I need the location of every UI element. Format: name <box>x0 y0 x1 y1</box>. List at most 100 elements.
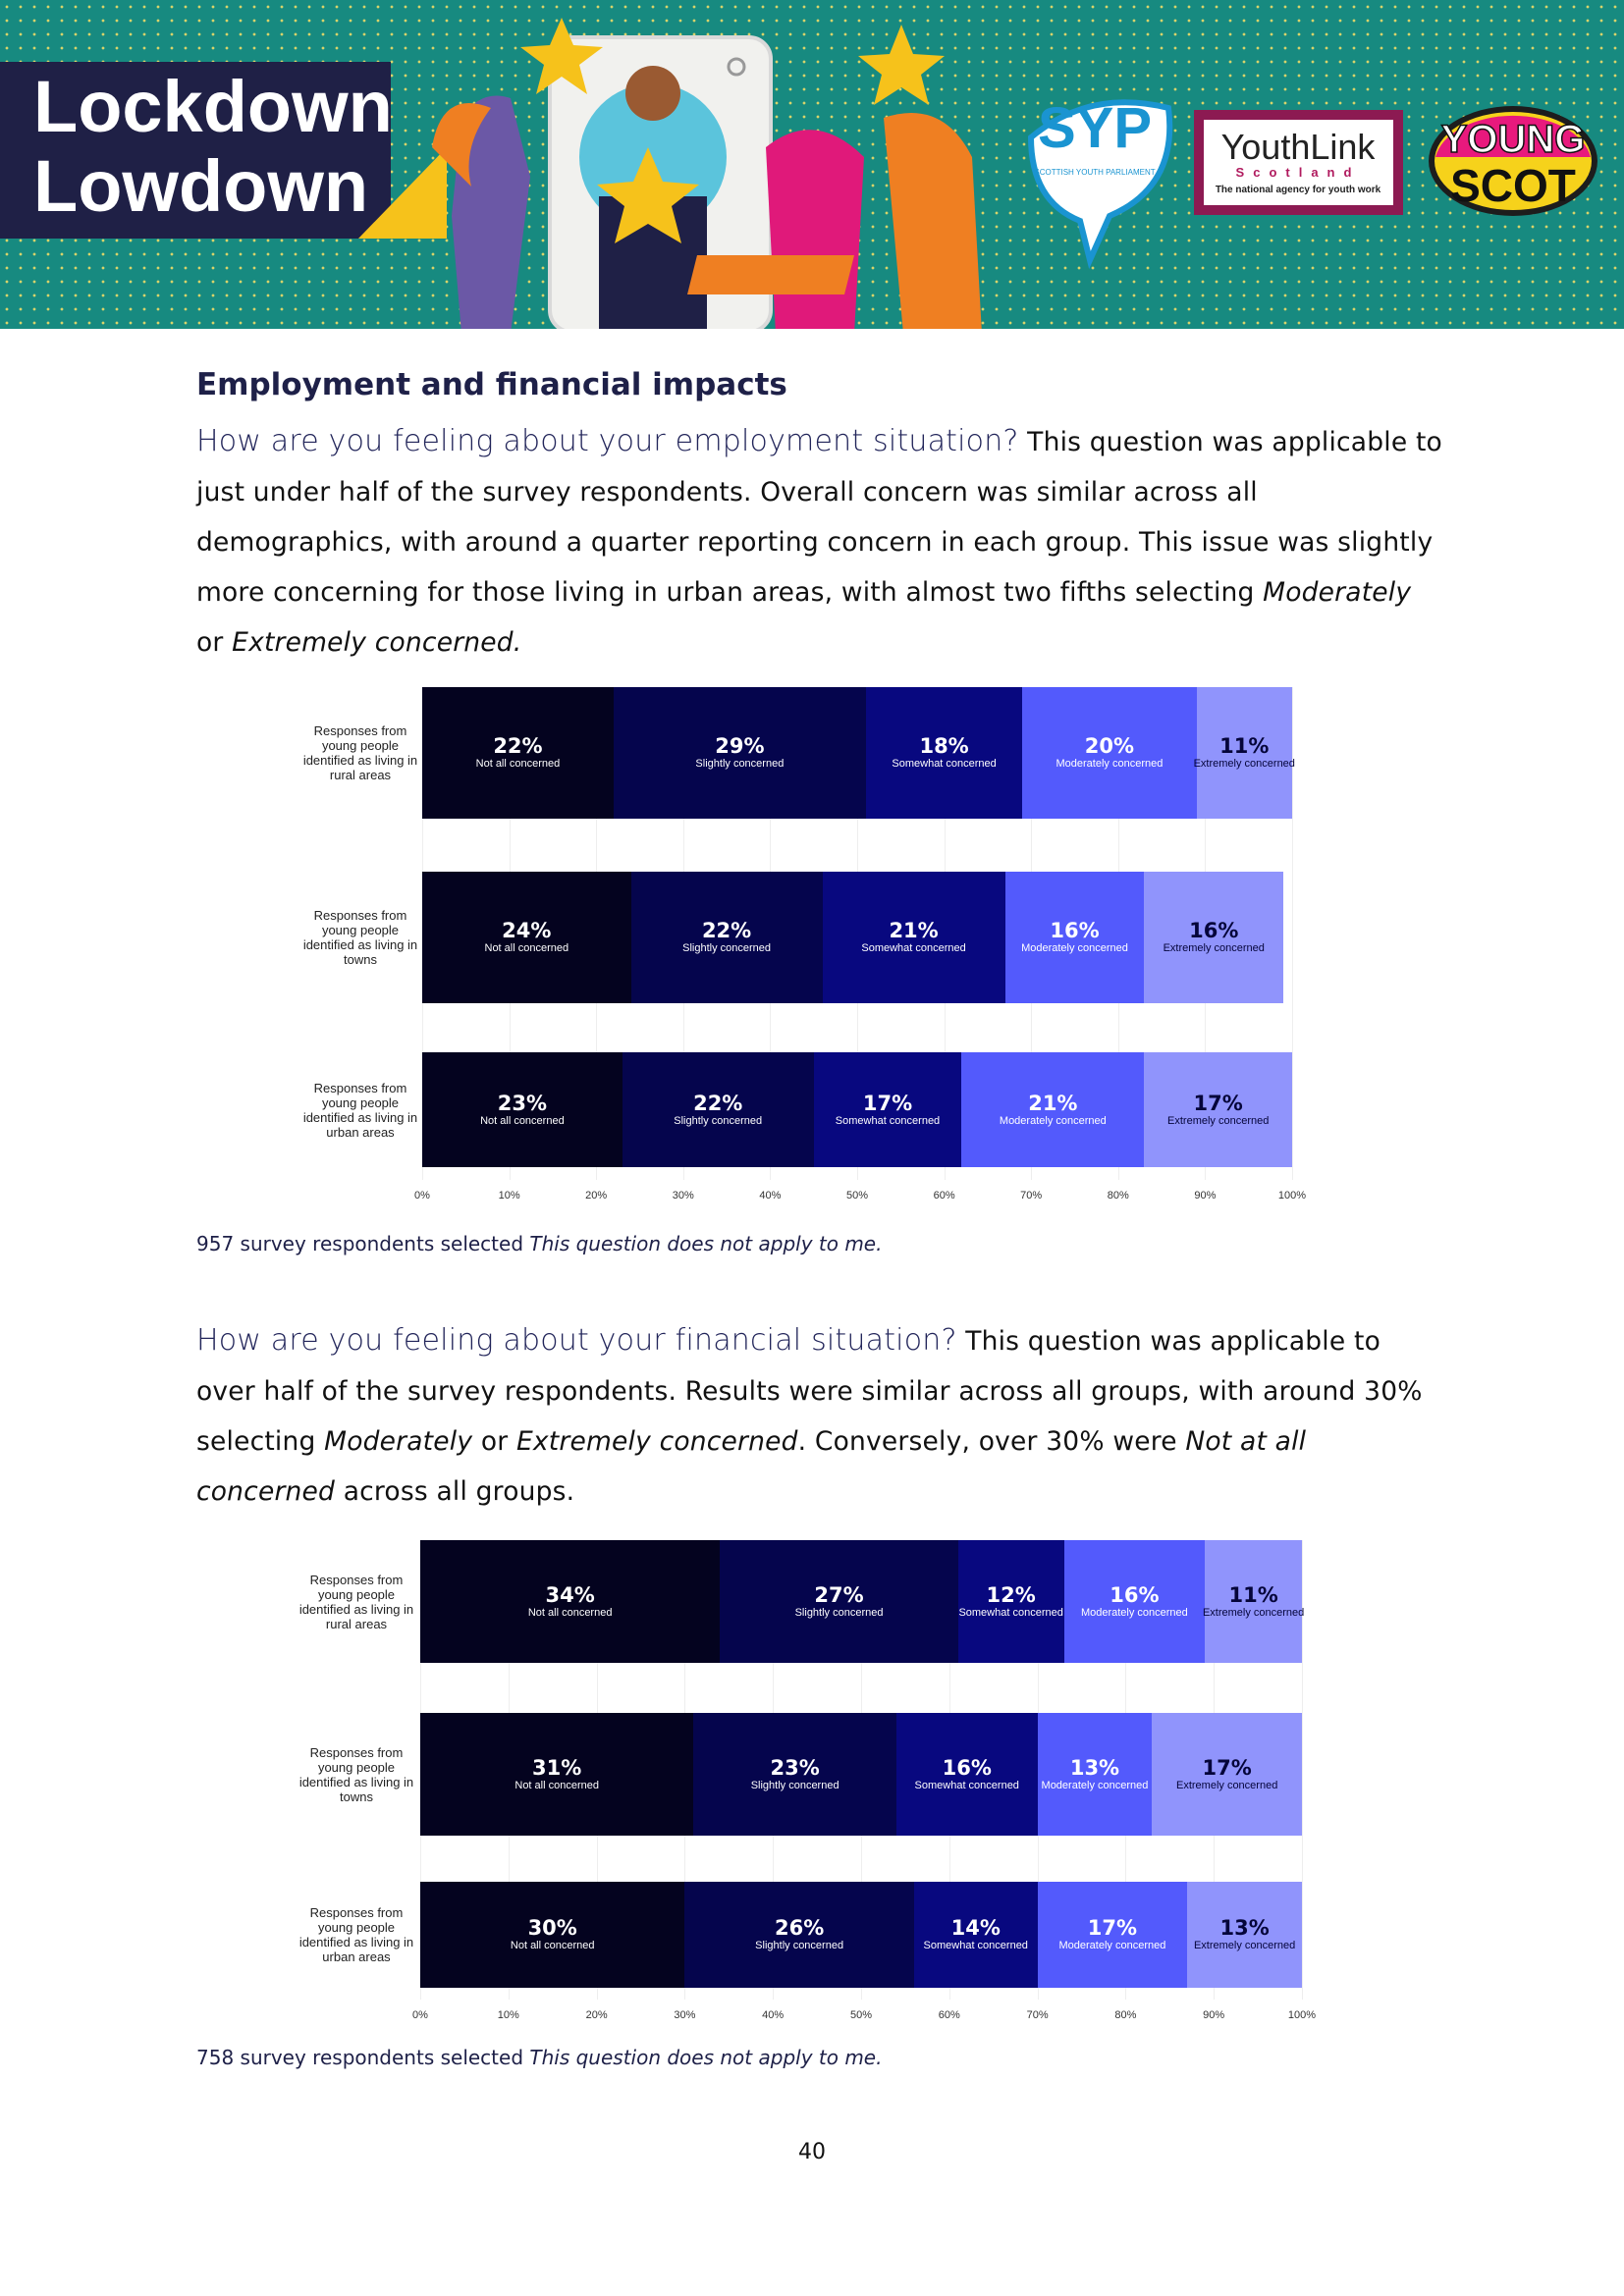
x-tick-label: 80% <box>1107 1190 1129 1201</box>
logo-text: SCOTTISH YOUTH PARLIAMENT <box>1034 168 1155 177</box>
star <box>858 25 945 105</box>
text-run: Not at all concerned <box>196 1426 1307 1507</box>
text-run: across all groups. <box>335 1476 575 1507</box>
data-label: 11% <box>1219 734 1270 758</box>
bar-segment: 17% Somewhat concerned <box>813 1052 962 1167</box>
segment-name: Somewhat concerned <box>923 1940 1028 1951</box>
x-tick-label: 70% <box>1026 2009 1049 2021</box>
bar-segment: 34% Not all concerned <box>420 1540 721 1663</box>
x-tick-label: 50% <box>845 1190 869 1201</box>
segment-name: Not all concerned <box>480 1114 565 1127</box>
text-run: How are you feeling about your employmen… <box>196 424 1019 458</box>
text-run: How are you feeling about your financial… <box>196 1323 957 1358</box>
segment-name: Extremely concerned <box>1167 1114 1270 1127</box>
bar-segment: 20% Moderately concerned <box>1022 687 1197 819</box>
segment-name: Moderately concerned <box>1080 1606 1188 1619</box>
yellow-triangle <box>358 147 447 239</box>
segment-name: Moderately concerned <box>1021 942 1128 954</box>
x-tick-label: 80% <box>1114 2009 1137 2021</box>
data-label: 31% <box>532 1755 582 1780</box>
chart: 0% 10% 20% 30% 40% 50% 60% 70% 80% 90% 100% Respons… <box>299 1540 1316 2029</box>
data-label: 16% <box>942 1755 992 1780</box>
text-run: Extremely concerned <box>515 1426 798 1457</box>
bar-segment: 16% Moderately concerned <box>1063 1540 1206 1663</box>
segment-name: Somewhat concerned <box>861 942 966 954</box>
data-label: 24% <box>502 919 552 942</box>
hair <box>432 103 491 187</box>
x-tick-label: 90% <box>1203 2009 1225 2021</box>
x-tick-label: 30% <box>674 2009 696 2021</box>
segment-name: Extremely concerned <box>1175 1779 1278 1791</box>
segment-name: Not all concerned <box>510 1940 595 1951</box>
x-tick-label: 100% <box>1277 1190 1307 1201</box>
text-run: Extremely concerned. <box>232 627 522 658</box>
x-tick-label: 40% <box>762 2009 785 2021</box>
category-label: Responses from young people identified a… <box>298 1572 414 1631</box>
bar-segment: 21% Somewhat concerned <box>822 872 1005 1003</box>
data-label: 29% <box>715 734 765 758</box>
bar-segment: 18% Somewhat concerned <box>865 687 1023 819</box>
data-label: 22% <box>693 1091 743 1115</box>
text-run: This question does not apply to me. <box>529 1232 883 1255</box>
youthlink-inner <box>1204 120 1393 205</box>
data-label: 20% <box>1084 734 1135 758</box>
figure <box>452 95 530 329</box>
x-tick-label: 70% <box>1020 1190 1043 1201</box>
segment-name: Extremely concerned <box>1202 1606 1305 1619</box>
bar-segment: 16% Moderately concerned <box>1004 872 1145 1003</box>
segment-name: Extremely concerned <box>1193 758 1295 770</box>
segment-name: Extremely concerned <box>1163 942 1265 954</box>
bar-segment: 17% Extremely concerned <box>1152 1713 1302 1836</box>
footnote: 957 survey respondents selected This que… <box>196 1232 882 1255</box>
bar-segment: 13% Moderately concerned <box>1037 1713 1153 1836</box>
data-label: 11% <box>1228 1582 1278 1607</box>
bar-segment: 14% Somewhat concerned <box>913 1882 1038 1988</box>
category-label: Responses from young people identified a… <box>298 1744 414 1804</box>
logo-text: SCOT <box>1450 160 1576 211</box>
paragraph: How are you feeling about your employmen… <box>196 416 1443 667</box>
data-label: 13% <box>1219 1916 1270 1940</box>
data-label: 21% <box>1028 1091 1078 1115</box>
bar-segment: 30% Not all concerned <box>420 1882 685 1988</box>
text-run: 758 survey respondents selected <box>196 2046 530 2069</box>
bar-segment: 17% Extremely concerned <box>1144 1052 1292 1167</box>
x-tick-label: 0% <box>412 2009 428 2021</box>
text-run: This question was applicable to over hal… <box>196 1326 1423 1457</box>
text-run: Moderately <box>1263 577 1412 608</box>
x-tick-label: 30% <box>672 1190 694 1201</box>
segment-name: Moderately concerned <box>999 1114 1107 1127</box>
bar-segment: 23% Slightly concerned <box>693 1713 896 1836</box>
bar-segment: 17% Moderately concerned <box>1037 1882 1188 1988</box>
segment-name: Moderately concerned <box>1041 1779 1149 1791</box>
segment-name: Slightly concerned <box>674 1114 763 1127</box>
chart: 0% 10% 20% 30% 40% 50% 60% 70% 80% 90% 100% Respons… <box>303 687 1306 1209</box>
data-label: 16% <box>1050 919 1100 942</box>
segment-name: Slightly concerned <box>682 942 772 954</box>
logo-text: SYP <box>1038 96 1152 160</box>
title-box <box>0 62 391 239</box>
logo-text: The national agency for youth work <box>1216 185 1381 195</box>
data-label: 18% <box>919 734 969 758</box>
banner-art: SYP SCOTTISH YOUTH PARLIAMENT YouthLink … <box>0 18 1597 329</box>
category-label: Responses from young people identified a… <box>302 1080 418 1140</box>
data-label: 22% <box>493 734 543 758</box>
grid-line <box>1302 1540 1303 2000</box>
x-tick-label: 50% <box>849 2009 873 2021</box>
data-label: 23% <box>770 1755 820 1780</box>
bar-segment: 22% Slightly concerned <box>622 1052 814 1167</box>
x-tick-label: 0% <box>414 1190 430 1201</box>
text-run: This question does not apply to me. <box>529 2046 883 2069</box>
text-run: or <box>196 627 233 658</box>
data-label: 22% <box>701 919 752 942</box>
text-run: Moderately <box>324 1426 473 1457</box>
data-label: 27% <box>814 1582 864 1607</box>
bar-segment: 26% Slightly concerned <box>684 1882 914 1988</box>
bar-segment: 22% Not all concerned <box>422 687 614 819</box>
star <box>520 18 603 94</box>
segment-name: Slightly concerned <box>750 1779 839 1791</box>
segment-name: Somewhat concerned <box>892 758 997 770</box>
segment-name: Somewhat concerned <box>958 1606 1063 1619</box>
data-label: 17% <box>1202 1755 1252 1780</box>
bar-segment: 11% Extremely concerned <box>1193 687 1295 819</box>
